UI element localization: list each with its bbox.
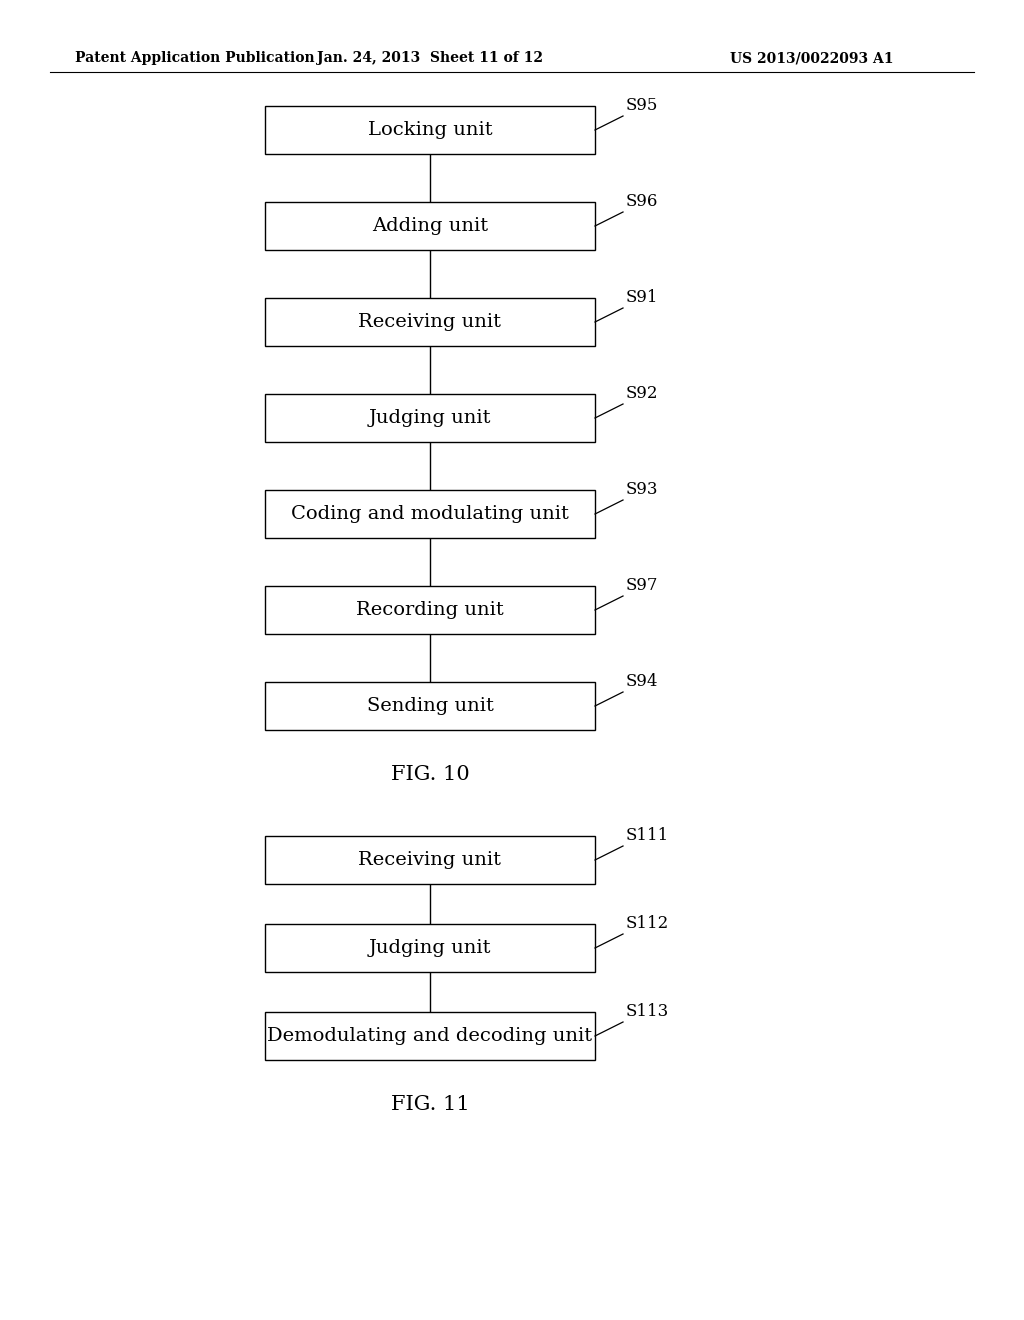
Text: Receiving unit: Receiving unit	[358, 851, 502, 869]
Bar	[265, 1012, 595, 1060]
Bar	[265, 106, 595, 154]
Text: US 2013/0022093 A1: US 2013/0022093 A1	[730, 51, 894, 65]
Text: Patent Application Publication: Patent Application Publication	[75, 51, 314, 65]
Text: S112: S112	[626, 915, 670, 932]
Text: S95: S95	[626, 96, 658, 114]
Bar	[265, 586, 595, 634]
Bar	[265, 393, 595, 442]
Text: Sending unit: Sending unit	[367, 697, 494, 715]
Bar	[265, 202, 595, 249]
Text: FIG. 11: FIG. 11	[390, 1096, 469, 1114]
Text: Adding unit: Adding unit	[372, 216, 488, 235]
Bar	[265, 490, 595, 539]
Text: Judging unit: Judging unit	[369, 409, 492, 426]
Text: Recording unit: Recording unit	[356, 601, 504, 619]
Text: S97: S97	[626, 577, 658, 594]
Text: Judging unit: Judging unit	[369, 939, 492, 957]
Text: S111: S111	[626, 828, 670, 843]
Text: S94: S94	[626, 673, 658, 690]
Text: Locking unit: Locking unit	[368, 121, 493, 139]
Text: S93: S93	[626, 480, 658, 498]
Text: Demodulating and decoding unit: Demodulating and decoding unit	[267, 1027, 593, 1045]
Bar	[265, 298, 595, 346]
Bar	[265, 924, 595, 972]
Text: Receiving unit: Receiving unit	[358, 313, 502, 331]
Text: S92: S92	[626, 385, 658, 403]
Text: S113: S113	[626, 1003, 670, 1020]
Bar	[265, 836, 595, 884]
Text: Jan. 24, 2013  Sheet 11 of 12: Jan. 24, 2013 Sheet 11 of 12	[317, 51, 543, 65]
Text: S91: S91	[626, 289, 658, 306]
Text: FIG. 10: FIG. 10	[390, 766, 469, 784]
Text: Coding and modulating unit: Coding and modulating unit	[291, 506, 569, 523]
Text: S96: S96	[626, 193, 658, 210]
Bar	[265, 682, 595, 730]
